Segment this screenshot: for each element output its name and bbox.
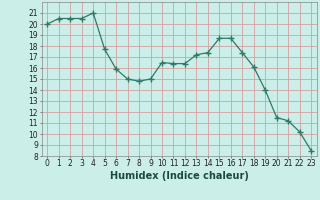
X-axis label: Humidex (Indice chaleur): Humidex (Indice chaleur) [110, 171, 249, 181]
